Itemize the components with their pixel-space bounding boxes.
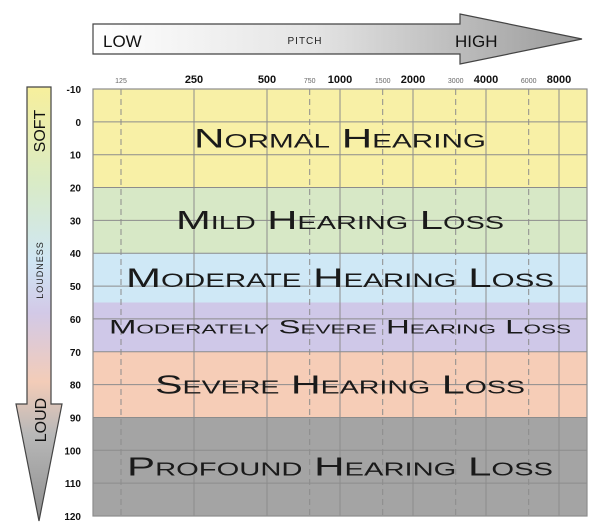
pitch-arrow-shape — [92, 13, 583, 65]
decibel-tick-label: 40 — [70, 249, 82, 260]
chart-frame — [92, 88, 588, 517]
grid-lines — [93, 89, 587, 516]
frequency-tick-label: 4000 — [474, 74, 498, 86]
band-label: Profound Hearing Loss — [127, 452, 553, 482]
band-labels: Normal Hearing Mild Hearing Loss Moderate … — [109, 123, 572, 481]
loudness-loud-label: LOUD — [33, 398, 50, 442]
decibel-tick-label: 110 — [65, 479, 82, 490]
frequency-tick-label: 6000 — [521, 78, 537, 85]
loudness-arrow: SOFT LOUDNESS LOUD — [15, 86, 63, 522]
pitch-low-label: LOW — [103, 32, 142, 51]
pitch-arrow: LOW PITCH HIGH — [92, 13, 583, 65]
band-label: Normal Hearing — [194, 123, 486, 153]
pitch-high-label: HIGH — [455, 32, 498, 51]
decibel-tick-label: 80 — [70, 381, 82, 392]
band-label: Severe Hearing Loss — [155, 369, 525, 399]
frequency-tick-label: 125 — [115, 78, 127, 85]
loudness-arrow-shape — [15, 86, 63, 522]
decibel-tick-label: 10 — [70, 151, 82, 162]
frequency-tick-label: 500 — [258, 74, 276, 86]
decibel-tick-label: 60 — [70, 315, 82, 326]
decibel-tick-label: 30 — [70, 216, 82, 227]
pitch-label: PITCH — [288, 36, 323, 47]
decibel-tick-label: 0 — [75, 118, 81, 129]
frequency-tick-label: 1000 — [328, 74, 352, 86]
decibel-tick-label: -10 — [67, 85, 82, 96]
band-label: Mild Hearing Loss — [176, 205, 504, 235]
decibel-tick-label: 50 — [70, 282, 82, 293]
band-label: Moderate Hearing Loss — [126, 263, 554, 293]
decibel-tick-label: 120 — [64, 512, 81, 523]
frequency-tick-label: 750 — [304, 78, 316, 85]
decibel-tick-labels: -10 0 10 20 30 40 50 60 70 80 90 100 110 120 — [64, 85, 81, 523]
frequency-tick-label: 2000 — [401, 74, 425, 86]
decibel-tick-label: 70 — [70, 348, 82, 359]
frequency-tick-labels: 125 250 500 750 1000 1500 2000 3000 4000 6000 8000 — [115, 74, 571, 86]
loudness-label: LOUDNESS — [35, 241, 45, 299]
loudness-soft-label: SOFT — [32, 109, 49, 152]
decibel-tick-label: 90 — [70, 413, 82, 424]
decibel-tick-label: 100 — [64, 446, 81, 457]
decibel-tick-label: 20 — [70, 184, 82, 195]
band-label: Moderately Severe Hearing Loss — [109, 318, 572, 339]
frequency-tick-label: 1500 — [375, 78, 391, 85]
frequency-tick-label: 8000 — [547, 74, 571, 86]
frequency-tick-label: 250 — [185, 74, 203, 86]
chart-border — [92, 88, 588, 517]
frequency-tick-label: 3000 — [448, 78, 464, 85]
